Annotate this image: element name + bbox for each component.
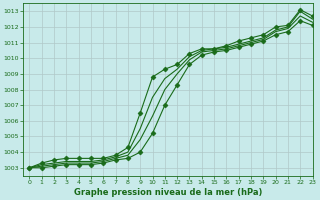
X-axis label: Graphe pression niveau de la mer (hPa): Graphe pression niveau de la mer (hPa) [74,188,262,197]
